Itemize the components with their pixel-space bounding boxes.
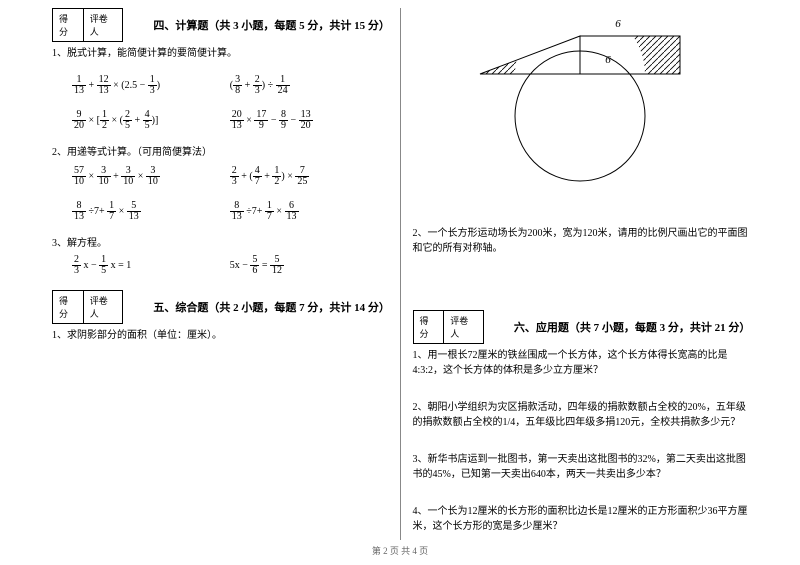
q6-3: 3、新华书店运到一批图书，第一天卖出这批图书的32%，第二天卖出这批图书的45%…: [413, 452, 749, 482]
page-container: 得分 评卷人 四、计算题（共 3 小题，每题 5 分，共计 15 分） 1、脱式…: [0, 0, 800, 540]
score-box: 得分 评卷人: [52, 8, 123, 42]
score-box-6: 得分 评卷人: [413, 310, 484, 344]
q4-2: 2、用递等式计算。（可用简便算法）: [52, 145, 388, 160]
formula-4b: 813 ÷7+ 17 × 613: [230, 201, 388, 222]
formula-row-1: 113 + 1213 × (2.5 − 13) (38 + 23) ÷ 124: [52, 75, 388, 96]
diagram-radius-label: 6: [605, 54, 611, 66]
formula-2b: 2013 × 179 − 89 − 1320: [230, 110, 388, 131]
page-footer: 第 2 页 共 4 页: [0, 544, 800, 557]
formula-row-2: 920 × [12 × (25 + 45)] 2013 × 179 − 89 −…: [52, 110, 388, 131]
right-column: 6 6 2、一个长方形运动场长为200米，宽为120米，请用的比例尺画出它的平面…: [401, 8, 761, 540]
formula-row-3: 5710 × 310 + 310 × 310 23 + (47 + 12) × …: [52, 166, 388, 187]
reviewer-label: 评卷人: [84, 9, 123, 41]
section-4-title: 四、计算题（共 3 小题，每题 5 分，共计 15 分）: [153, 17, 387, 33]
left-column: 得分 评卷人 四、计算题（共 3 小题，每题 5 分，共计 15 分） 1、脱式…: [40, 8, 401, 540]
diagram-top-label: 6: [615, 18, 621, 30]
formula-3b: 23 + (47 + 12) × 725: [230, 166, 388, 187]
reviewer-label: 评卷人: [444, 311, 483, 343]
circle-diagram: 6 6: [460, 16, 700, 196]
section-6-title: 六、应用题（共 7 小题，每题 3 分，共计 21 分）: [514, 319, 748, 335]
score-label: 得分: [414, 311, 445, 343]
score-label: 得分: [53, 291, 84, 323]
section-5-header: 得分 评卷人 五、综合题（共 2 小题，每题 7 分，共计 14 分）: [52, 290, 388, 324]
score-label: 得分: [53, 9, 84, 41]
section-5-title: 五、综合题（共 2 小题，每题 7 分，共计 14 分）: [153, 299, 387, 315]
q5-1: 1、求阴影部分的面积（单位：厘米）。: [52, 328, 388, 343]
section-6-header: 得分 评卷人 六、应用题（共 7 小题，每题 3 分，共计 21 分）: [413, 310, 749, 344]
formula-5b: 5x − 56 = 512: [230, 255, 388, 276]
q4-1: 1、脱式计算，能简便计算的要简便计算。: [52, 46, 388, 61]
formula-3a: 5710 × 310 + 310 × 310: [72, 166, 230, 187]
section-4-header: 得分 评卷人 四、计算题（共 3 小题，每题 5 分，共计 15 分）: [52, 8, 388, 42]
q5-2: 2、一个长方形运动场长为200米，宽为120米，请用的比例尺画出它的平面图和它的…: [413, 226, 749, 256]
formula-1b: (38 + 23) ÷ 124: [230, 75, 388, 96]
q6-4: 4、一个长为12厘米的长方形的面积比边长是12厘米的正方形面积少36平方厘米，这…: [413, 504, 749, 534]
formula-1a: 113 + 1213 × (2.5 − 13): [72, 75, 230, 96]
q6-1: 1、用一根长72厘米的铁丝围成一个长方体，这个长方体得长宽高的比是4:3:2，这…: [413, 348, 749, 378]
q4-3: 3、解方程。: [52, 236, 388, 251]
score-box-5: 得分 评卷人: [52, 290, 123, 324]
q6-2: 2、朝阳小学组织为灾区捐款活动，四年级的捐款数额占全校的20%，五年级的捐款数额…: [413, 400, 749, 430]
formula-row-5: 23 x − 15 x = 1 5x − 56 = 512: [52, 255, 388, 276]
formula-2a: 920 × [12 × (25 + 45)]: [72, 110, 230, 131]
formula-row-4: 813 ÷7+ 17 × 513 813 ÷7+ 17 × 613: [52, 201, 388, 222]
reviewer-label: 评卷人: [84, 291, 123, 323]
formula-4a: 813 ÷7+ 17 × 513: [72, 201, 230, 222]
formula-5a: 23 x − 15 x = 1: [72, 255, 230, 276]
